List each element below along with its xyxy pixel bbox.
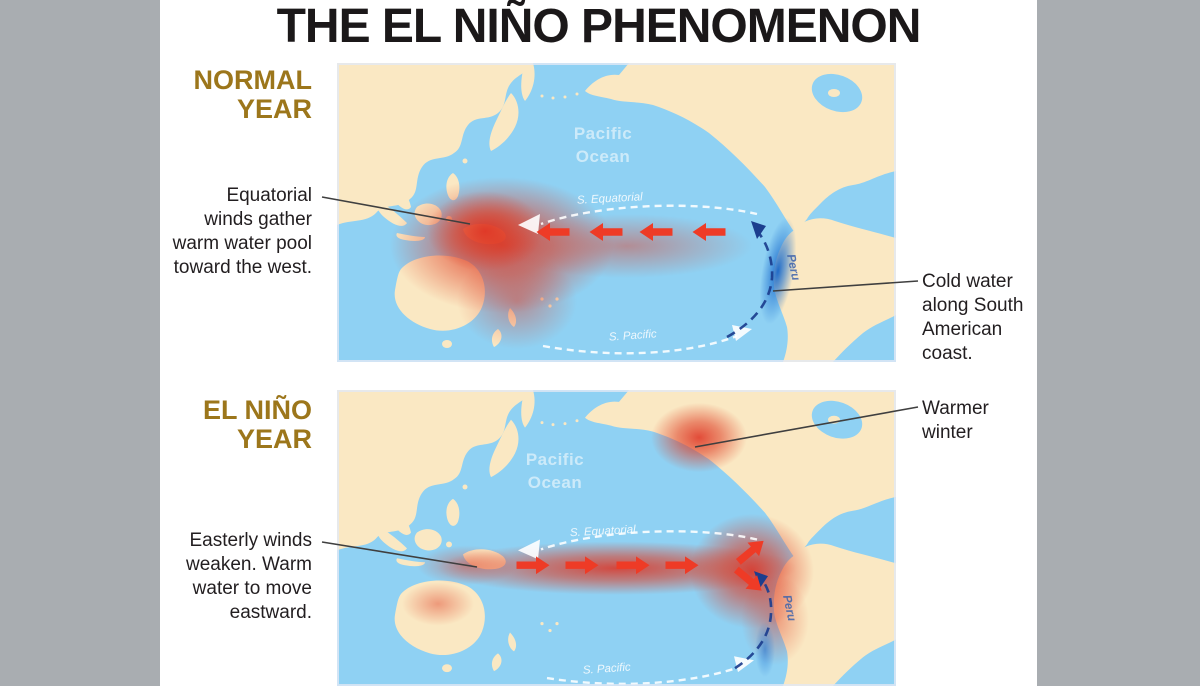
- el-nino-year-map: S. Equatorial S. Pacific Peru Pacific Oc…: [337, 390, 896, 686]
- south-pacific-current: S. Pacific: [546, 656, 754, 686]
- main-title: THE EL NIÑO PHENOMENON: [276, 0, 922, 53]
- current-label-s-equatorial: S. Equatorial: [577, 191, 644, 206]
- ocean-label-line1: Pacific: [526, 450, 584, 469]
- ocean-label-line1: Pacific: [574, 124, 632, 143]
- australia-warm-blob: [402, 582, 474, 626]
- current-arrowhead-west: [518, 539, 540, 560]
- peru-current: Peru: [734, 571, 800, 670]
- panel-label-normal-year: NORMAL YEAR: [193, 65, 312, 124]
- normal-year-map: S. Equatorial S. Pacific Peru Pacific Oc…: [337, 63, 896, 362]
- current-label-s-equatorial: S. Equatorial: [570, 524, 637, 539]
- map-border: [337, 390, 896, 686]
- current-arrowhead-east: [732, 325, 752, 341]
- annotation-cold-water: Cold water along South American coast.: [922, 271, 1024, 364]
- south-equatorial-current: S. Equatorial: [518, 191, 758, 234]
- ocean-label-line2: Ocean: [528, 473, 582, 492]
- ocean-label-line2: Ocean: [576, 147, 630, 166]
- annotation-warmer-winter: Warmer winter: [922, 398, 989, 443]
- ocean-label: Pacific Ocean: [574, 124, 632, 166]
- current-arrowhead-east: [734, 656, 754, 673]
- panel-label-el-nino-year: EL NIÑO YEAR: [202, 395, 312, 454]
- peru-current: Peru: [726, 221, 803, 339]
- south-equatorial-current: S. Equatorial: [518, 524, 758, 560]
- left-gray-bar: [0, 0, 160, 686]
- cold-water-remnant: [755, 621, 775, 678]
- current-label-peru: Peru: [780, 594, 799, 623]
- annotation-easterly-winds: Easterly winds weaken. Warm water to mov…: [186, 530, 312, 623]
- ocean-label: Pacific Ocean: [526, 450, 584, 492]
- current-label-s-pacific: S. Pacific: [608, 328, 657, 343]
- current-label-s-pacific: S. Pacific: [582, 662, 631, 677]
- peru-current-arrowhead: [751, 221, 766, 239]
- current-arrowhead-west: [518, 214, 540, 234]
- right-gray-bar: [1037, 0, 1200, 686]
- continents: [337, 63, 896, 362]
- warmer-winter-blob: [651, 402, 747, 473]
- annotation-equatorial-winds: Equatorial winds gather warm water pool …: [172, 185, 312, 278]
- south-pacific-current: S. Pacific: [542, 325, 752, 355]
- cold-water-blob: [759, 217, 797, 325]
- current-label-peru: Peru: [784, 253, 803, 283]
- peru-current-arrowhead: [754, 571, 768, 588]
